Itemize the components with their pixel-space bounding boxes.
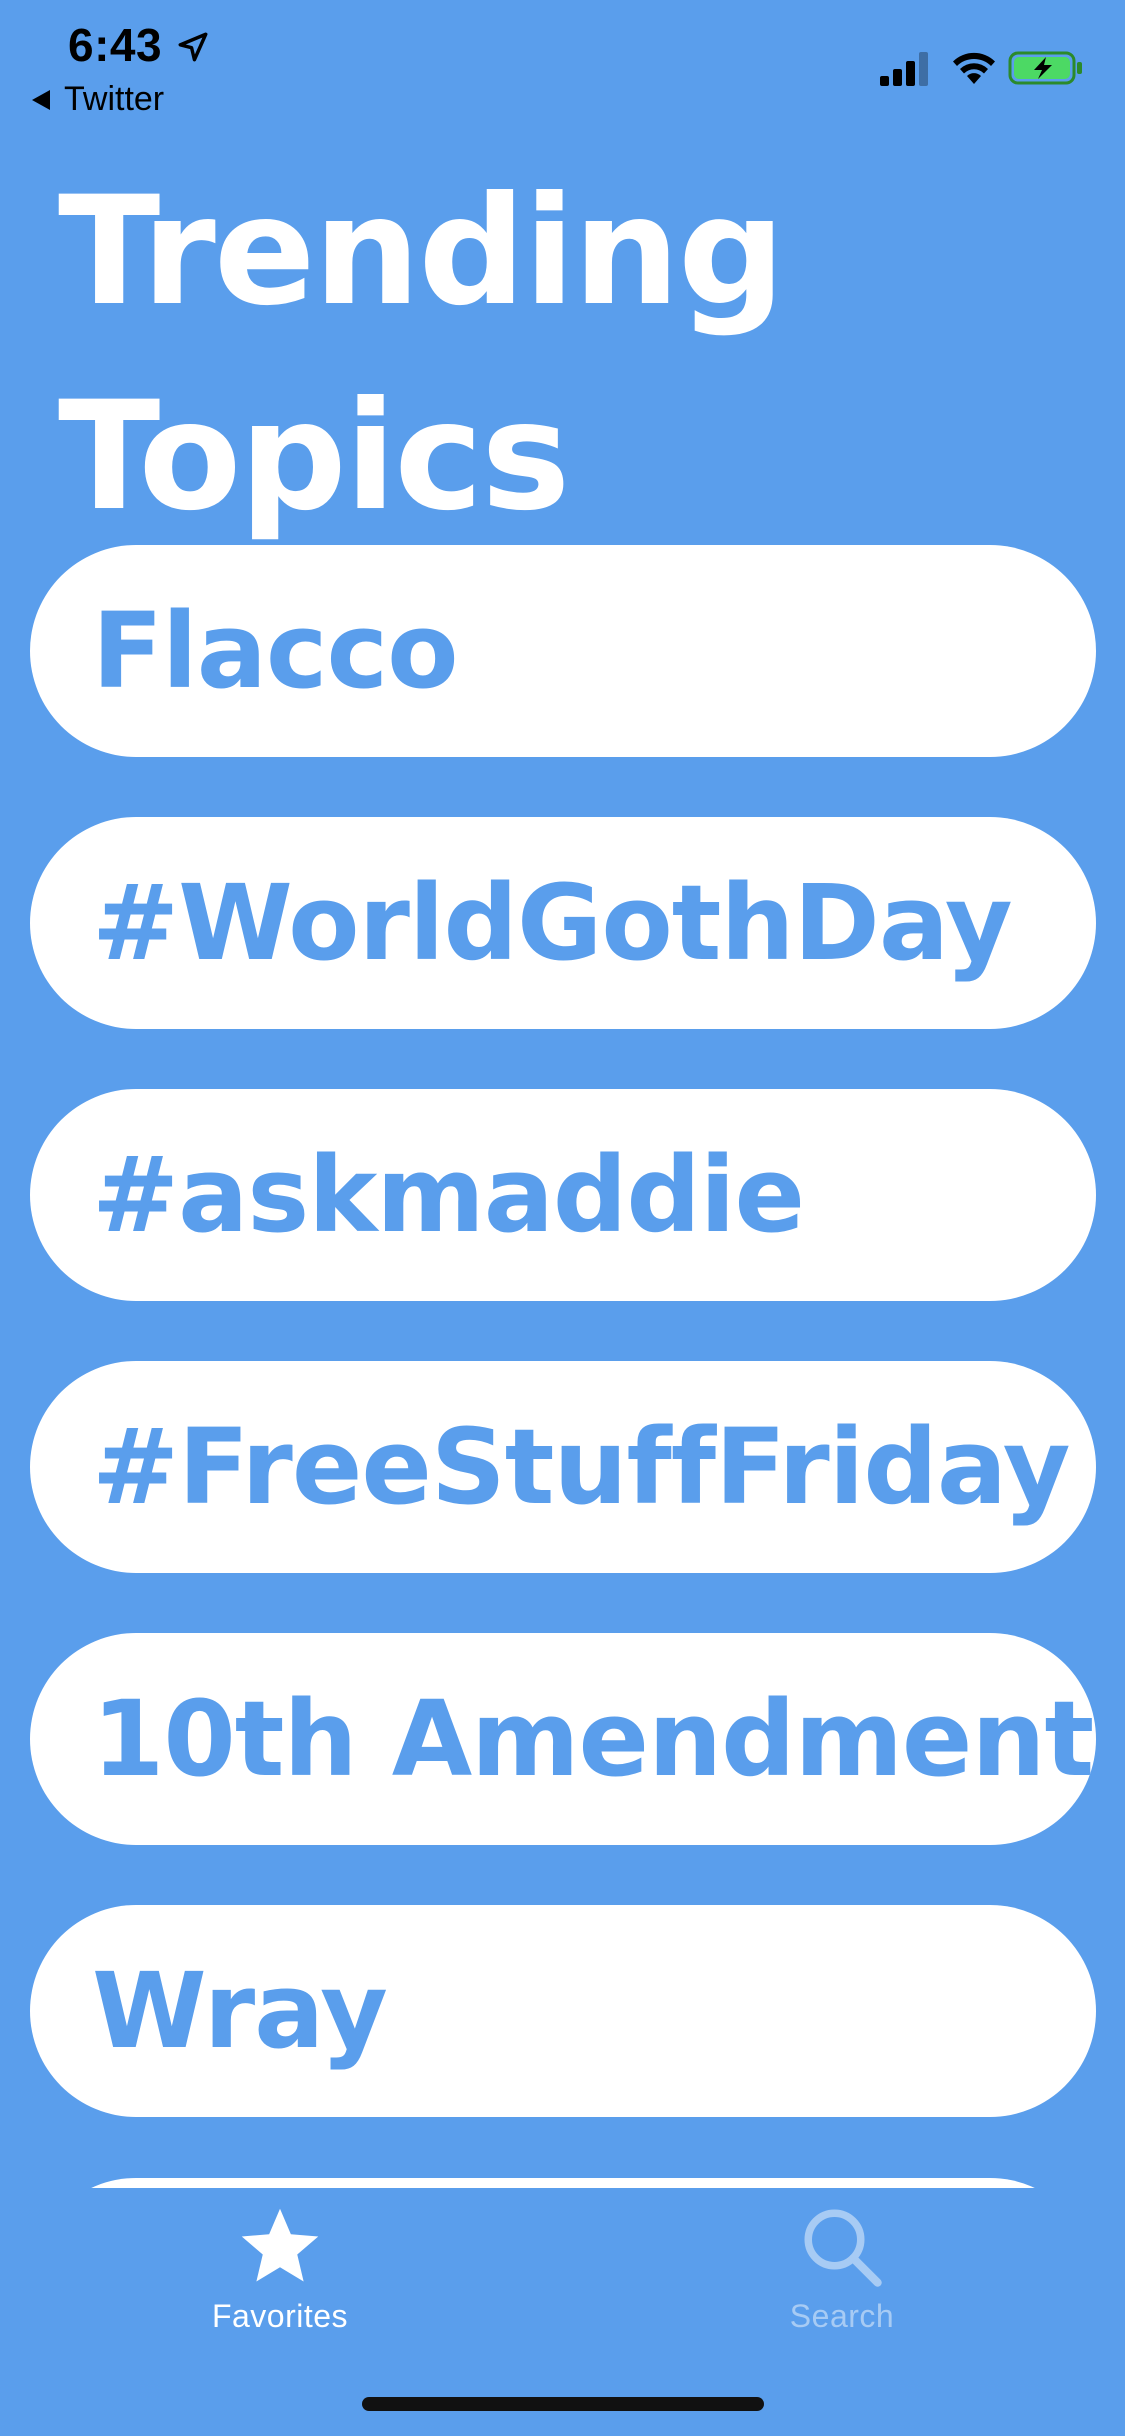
back-to-twitter-link[interactable]: Twitter — [32, 80, 164, 119]
tab-favorites-label: Favorites — [211, 2298, 349, 2334]
topic-pill[interactable]: #FreeStuffFriday — [30, 1361, 1096, 1573]
wifi-icon — [953, 52, 995, 84]
star-icon — [241, 2208, 319, 2282]
status-bar: 6:43 Twitter — [0, 0, 1125, 130]
tab-bar: Favorites Search — [0, 2188, 1125, 2436]
tab-search-label: Search — [789, 2298, 895, 2334]
trending-topics-list: Flacco #WorldGothDay #askmaddie #FreeStu… — [30, 545, 1096, 2177]
topic-label: Flacco — [92, 590, 459, 712]
status-time: 6:43 — [68, 19, 163, 71]
topic-pill[interactable]: 10th Amendment — [30, 1633, 1096, 1845]
page-title-line2: Topics — [58, 370, 570, 544]
home-indicator[interactable] — [362, 2397, 764, 2411]
topic-pill[interactable]: Flacco — [30, 545, 1096, 757]
tab-search[interactable]: Search — [742, 2202, 942, 2335]
location-arrow-icon — [178, 32, 208, 62]
topic-label: #FreeStuffFriday — [92, 1406, 1071, 1528]
battery-charging-icon — [1008, 51, 1082, 85]
tab-favorites[interactable]: Favorites — [180, 2202, 380, 2335]
page-title: Trending Topics — [58, 150, 1058, 560]
page-title-line1: Trending — [58, 165, 785, 339]
search-icon — [804, 2209, 882, 2287]
topic-pill[interactable]: Wray — [30, 1905, 1096, 2117]
topic-label: #askmaddie — [92, 1134, 805, 1256]
topic-pill[interactable]: #WorldGothDay — [30, 817, 1096, 1029]
back-link-label: Twitter — [64, 80, 165, 118]
cellular-signal-icon — [880, 52, 928, 86]
back-caret-icon — [32, 89, 50, 110]
topic-label: 10th Amendment — [92, 1678, 1094, 1800]
topic-label: #WorldGothDay — [92, 862, 1013, 984]
topic-label: Wray — [92, 1950, 388, 2072]
topic-pill[interactable]: #askmaddie — [30, 1089, 1096, 1301]
